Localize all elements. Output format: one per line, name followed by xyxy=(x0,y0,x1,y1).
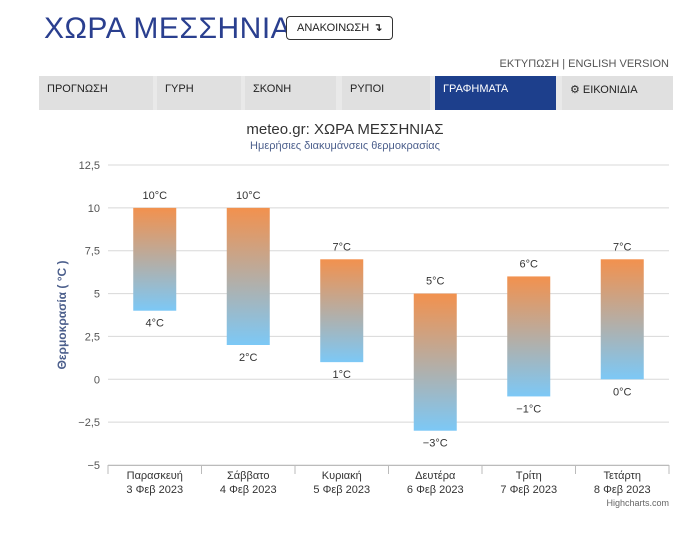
x-tick-date-label: 3 Φεβ 2023 xyxy=(126,484,183,496)
temperature-range-bar xyxy=(320,259,364,363)
highcharts-credits[interactable]: Highcharts.com xyxy=(606,498,669,508)
chart-title: meteo.gr: ΧΩΡΑ ΜΕΣΣΗΝΙΑΣ xyxy=(246,121,444,138)
x-tick-date-label: 5 Φεβ 2023 xyxy=(313,484,370,496)
tab-bar: ΠΡΟΓΝΩΣΗ ΓΥΡΗ ΣΚΟΝΗ ΡΥΠΟΙ ΓΡΑΦΗΜΑΤΑ ⚙ ΕΙΚ… xyxy=(39,76,673,110)
announcement-button[interactable]: ΑΝΑΚΟΙΝΩΣΗ ↴ xyxy=(286,16,394,40)
temperature-range-bar xyxy=(133,207,177,311)
chart-svg: 12,5 10 7,5 5 2,5 0 −2,5 −5 Θερμοκρασία ( °C ) 10… xyxy=(55,160,670,496)
x-tick-date-label: 6 Φεβ 2023 xyxy=(407,484,464,496)
temperature-range-bar xyxy=(226,207,270,345)
temperature-chart: meteo.gr: ΧΩΡΑ ΜΕΣΣΗΝΙΑΣ Ημερήσιες διακυ… xyxy=(0,118,690,546)
temperature-range-bar xyxy=(507,276,551,397)
high-temp-label: 5°C xyxy=(426,276,445,288)
x-tick-day-label: Τρίτη xyxy=(516,470,542,482)
low-temp-label: −1°C xyxy=(516,403,541,415)
tab-dust[interactable]: ΣΚΟΝΗ xyxy=(245,76,336,110)
chart-subtitle: Ημερήσιες διακυμάνσεις θερμοκρασίας xyxy=(250,140,440,152)
y-tick-label: 7,5 xyxy=(85,246,100,258)
high-temp-label: 6°C xyxy=(520,258,539,270)
english-version-link[interactable]: ENGLISH VERSION xyxy=(568,58,669,70)
x-tick-date-label: 8 Φεβ 2023 xyxy=(594,484,651,496)
high-temp-label: 10°C xyxy=(236,190,261,202)
temperature-range-bar xyxy=(600,259,644,380)
tab-label: ΡΥΠΟΙ xyxy=(350,83,385,95)
y-tick-label: 10 xyxy=(88,203,100,215)
link-separator: | xyxy=(559,58,569,70)
y-axis-title: Θερμοκρασία ( °C ) xyxy=(55,261,69,370)
announcement-label: ΑΝΑΚΟΙΝΩΣΗ xyxy=(297,22,370,34)
x-tick-day-label: Τετάρτη xyxy=(603,470,641,482)
x-tick-day-label: Δευτέρα xyxy=(415,470,456,482)
high-temp-label: 10°C xyxy=(142,190,167,202)
tab-forecast[interactable]: ΠΡΟΓΝΩΣΗ xyxy=(39,76,153,110)
y-tick-label: 0 xyxy=(94,374,100,386)
tab-pollutants[interactable]: ΡΥΠΟΙ xyxy=(342,76,430,110)
high-temp-label: 7°C xyxy=(613,241,632,253)
tab-graphs[interactable]: ΓΡΑΦΗΜΑΤΑ xyxy=(435,76,556,110)
temperature-range-bar xyxy=(413,293,457,431)
tab-label: ΣΚΟΝΗ xyxy=(253,83,292,95)
tab-label: ΠΡΟΓΝΩΣΗ xyxy=(47,83,108,95)
y-tick-label: −5 xyxy=(87,460,100,472)
page-title: ΧΩΡΑ ΜΕΣΣΗΝΙΑΣ xyxy=(44,12,311,45)
x-tick-day-label: Παρασκευή xyxy=(127,470,183,482)
high-temp-label: 7°C xyxy=(333,241,352,253)
y-tick-label: 12,5 xyxy=(79,160,100,172)
y-tick-label: 5 xyxy=(94,289,100,301)
x-tick-day-label: Κυριακή xyxy=(322,470,362,482)
arrow-down-icon: ↴ xyxy=(373,22,383,34)
gear-icon: ⚙ xyxy=(570,84,580,96)
tab-label: ΓΥΡΗ xyxy=(165,83,194,95)
low-temp-label: 1°C xyxy=(333,369,352,381)
tab-pollen[interactable]: ΓΥΡΗ xyxy=(157,76,241,110)
x-tick-date-label: 4 Φεβ 2023 xyxy=(220,484,277,496)
x-tick-date-label: 7 Φεβ 2023 xyxy=(500,484,557,496)
y-tick-label: −2,5 xyxy=(78,417,100,429)
print-link[interactable]: ΕΚΤΥΠΩΣΗ xyxy=(499,58,560,70)
top-links: ΕΚΤΥΠΩΣΗ | ENGLISH VERSION xyxy=(500,58,669,70)
tab-label: ΕΙΚΟΝΙΔΙΑ xyxy=(582,84,638,96)
tab-icons[interactable]: ⚙ ΕΙΚΟΝΙΔΙΑ xyxy=(562,76,673,110)
tab-label: ΓΡΑΦΗΜΑΤΑ xyxy=(443,83,509,95)
low-temp-label: −3°C xyxy=(423,438,448,450)
low-temp-label: 0°C xyxy=(613,386,632,398)
y-tick-label: 2,5 xyxy=(85,331,100,343)
low-temp-label: 4°C xyxy=(146,318,165,330)
low-temp-label: 2°C xyxy=(239,352,258,364)
x-tick-day-label: Σάββατο xyxy=(227,470,269,482)
